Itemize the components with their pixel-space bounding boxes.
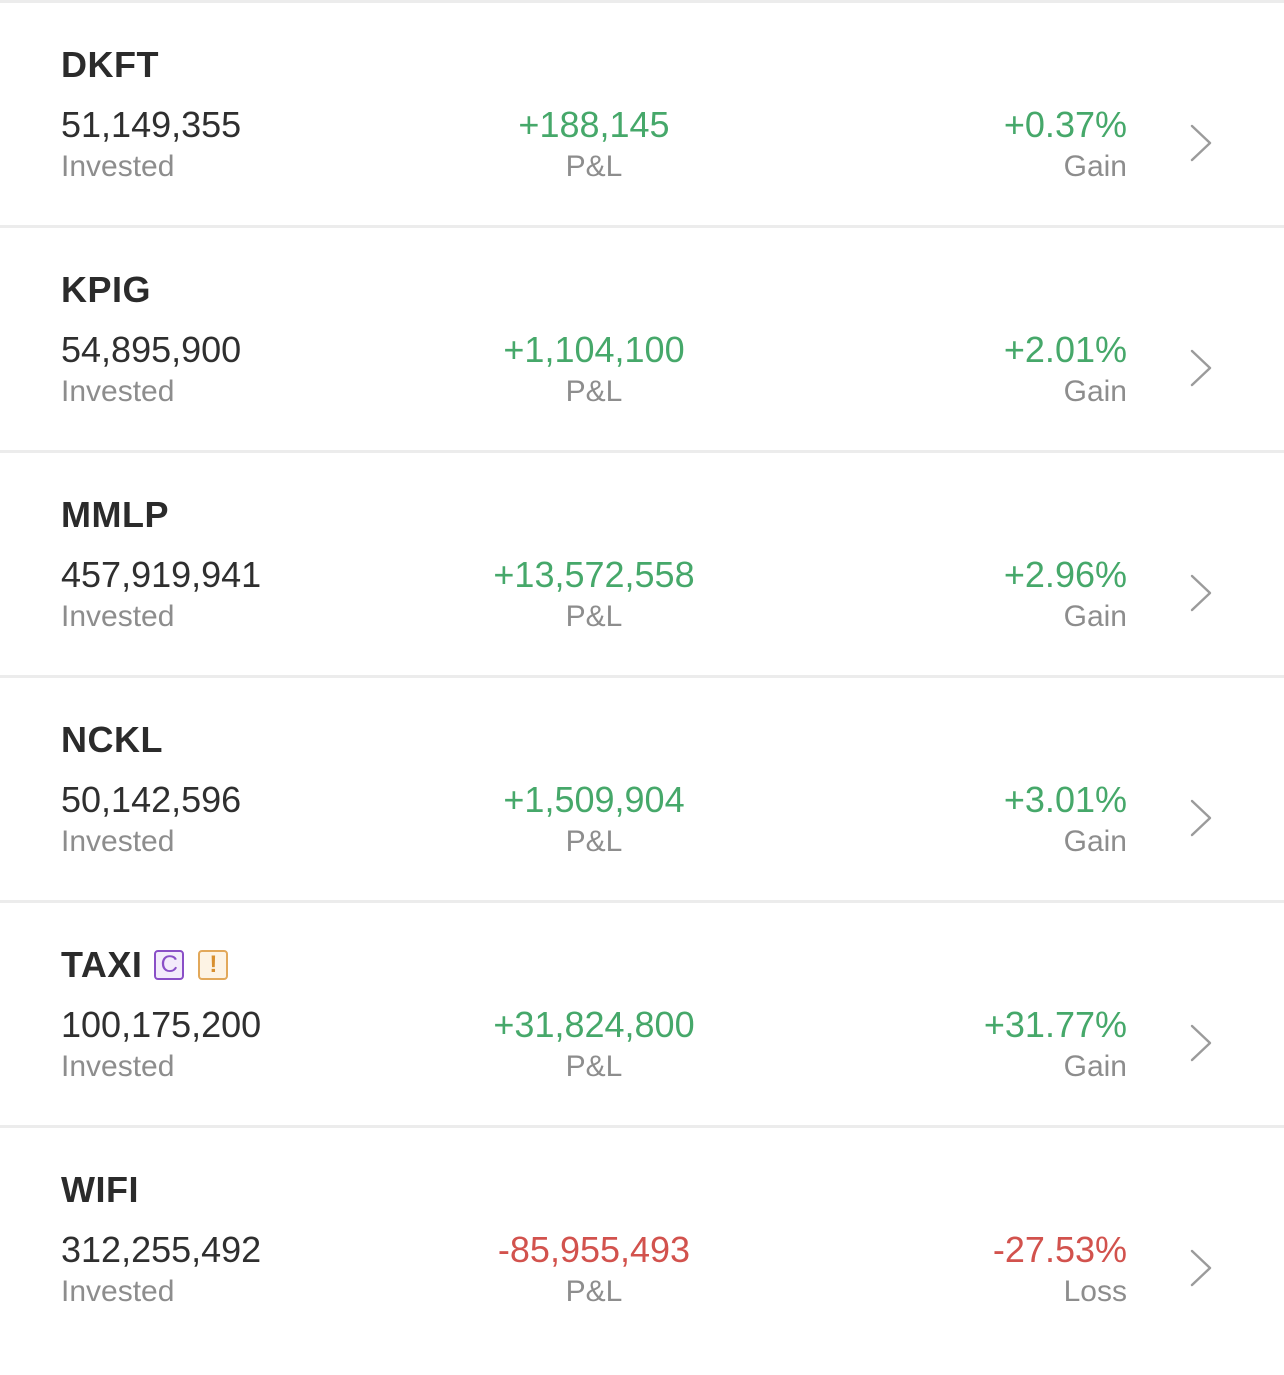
percent-value: +3.01%	[1003, 779, 1127, 820]
chevron-right-icon[interactable]	[1188, 1023, 1214, 1063]
ticker-symbol: KPIG	[61, 269, 152, 310]
ticker-symbol: WIFI	[61, 1169, 139, 1210]
ticker-symbol: TAXI	[61, 944, 143, 985]
invested-label: Invested	[61, 150, 175, 183]
percent-value: +31.77%	[983, 1004, 1127, 1045]
percent-label: Gain	[1063, 150, 1127, 183]
percent-value: +0.37%	[1003, 104, 1127, 145]
chevron-right-icon[interactable]	[1188, 573, 1214, 613]
pl-label: P&L	[565, 375, 623, 408]
pl-value: -85,955,493	[497, 1229, 691, 1270]
invested-value: 457,919,941	[61, 554, 262, 595]
pl-label: P&L	[565, 1050, 623, 1083]
ticker-symbol: MMLP	[61, 494, 169, 535]
pl-value: +31,824,800	[493, 1004, 695, 1045]
pl-value: +188,145	[518, 104, 670, 145]
warning-badge-icon: !	[198, 950, 229, 980]
percent-label: Gain	[1063, 375, 1127, 408]
ticker-line: MMLP	[61, 493, 169, 537]
pl-value: +13,572,558	[493, 554, 695, 595]
pl-label: P&L	[565, 600, 623, 633]
ticker-line: TAXI C!	[61, 943, 229, 987]
invested-label: Invested	[61, 600, 175, 633]
ticker-symbol: DKFT	[61, 44, 159, 85]
holding-row-taxi[interactable]: TAXI C! 100,175,200 Invested +31,824,800…	[0, 903, 1284, 1128]
invested-value: 50,142,596	[61, 779, 242, 820]
pl-value: +1,104,100	[503, 329, 685, 370]
percent-label: Gain	[1063, 600, 1127, 633]
ticker-line: NCKL	[61, 718, 163, 762]
pl-label: P&L	[565, 825, 623, 858]
holding-row-mmlp[interactable]: MMLP 457,919,941 Invested +13,572,558 P&…	[0, 453, 1284, 678]
pl-value: +1,509,904	[503, 779, 685, 820]
percent-value: -27.53%	[992, 1229, 1127, 1270]
ticker-symbol: NCKL	[61, 719, 163, 760]
invested-value: 100,175,200	[61, 1004, 262, 1045]
ticker-line: WIFI	[61, 1168, 139, 1212]
invested-label: Invested	[61, 375, 175, 408]
chevron-right-icon[interactable]	[1188, 1248, 1214, 1288]
holding-row-dkft[interactable]: DKFT 51,149,355 Invested +188,145 P&L +0…	[0, 3, 1284, 228]
ticker-line: KPIG	[61, 268, 151, 312]
holding-row-nckl[interactable]: NCKL 50,142,596 Invested +1,509,904 P&L …	[0, 678, 1284, 903]
holding-row-wifi[interactable]: WIFI 312,255,492 Invested -85,955,493 P&…	[0, 1128, 1284, 1350]
invested-value: 51,149,355	[61, 104, 242, 145]
chevron-right-icon[interactable]	[1188, 348, 1214, 388]
invested-label: Invested	[61, 1275, 175, 1308]
percent-value: +2.96%	[1003, 554, 1127, 595]
c-badge-icon: C	[154, 950, 185, 980]
chevron-right-icon[interactable]	[1188, 123, 1214, 163]
invested-label: Invested	[61, 1050, 175, 1083]
pl-label: P&L	[565, 150, 623, 183]
percent-label: Gain	[1063, 1050, 1127, 1083]
pl-label: P&L	[565, 1275, 623, 1308]
percent-label: Gain	[1063, 825, 1127, 858]
percent-label: Loss	[1063, 1275, 1127, 1308]
invested-value: 312,255,492	[61, 1229, 262, 1270]
holding-row-kpig[interactable]: KPIG 54,895,900 Invested +1,104,100 P&L …	[0, 228, 1284, 453]
chevron-right-icon[interactable]	[1188, 798, 1214, 838]
invested-value: 54,895,900	[61, 329, 242, 370]
percent-value: +2.01%	[1003, 329, 1127, 370]
ticker-line: DKFT	[61, 43, 159, 87]
invested-label: Invested	[61, 825, 175, 858]
